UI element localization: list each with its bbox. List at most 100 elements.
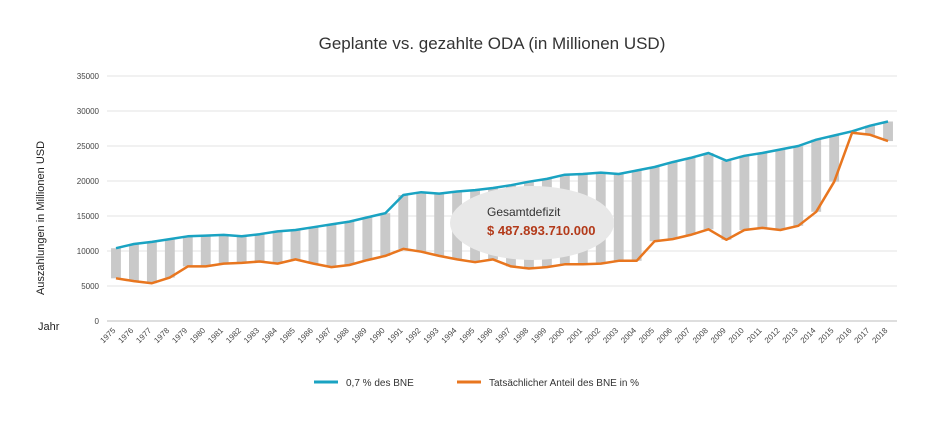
deficit-bar-1979: [182, 236, 193, 267]
y-axis-label: Auszahlungen in Millionen USD: [35, 141, 47, 295]
x-tick-label: 2011: [745, 326, 764, 345]
x-tick-label: 1976: [116, 326, 135, 345]
deficit-bar-2005: [649, 167, 660, 242]
x-tick-label: 2001: [565, 326, 584, 345]
deficit-bar-1983: [254, 234, 265, 262]
deficit-bar-1990: [380, 213, 391, 256]
y-tick-label: 20000: [77, 177, 100, 186]
x-tick-label: 1981: [206, 326, 225, 345]
y-tick-label: 5000: [81, 282, 99, 291]
x-tick-label: 2014: [799, 326, 818, 345]
deficit-bar-2004: [631, 170, 642, 261]
x-tick-label: 2016: [835, 326, 854, 345]
x-tick-label: 1997: [493, 326, 512, 345]
deficit-callout: Gesamtdefizit $ 487.893.710.000: [450, 186, 614, 260]
x-tick-labels: 1975 1976 1977 1978 1979 1980 1981 1982 1983 1984…: [98, 326, 889, 345]
deficit-bar-1975: [111, 248, 121, 279]
x-tick-label: 2004: [619, 326, 638, 345]
deficit-bar-1991: [398, 195, 409, 249]
deficit-bar-2012: [775, 149, 786, 230]
series-line-1: [115, 120, 889, 250]
deficit-bar-1993: [434, 193, 445, 256]
y-tick-label: 10000: [77, 247, 100, 256]
x-tick-label: 1985: [278, 326, 297, 345]
x-tick-label: 2003: [601, 326, 620, 345]
y-tick-label: 30000: [77, 107, 100, 116]
x-tick-label: 2008: [691, 326, 710, 345]
x-tick-label: 1980: [188, 326, 207, 345]
deficit-bar-2011: [757, 153, 768, 228]
x-tick-label: 1988: [332, 326, 351, 345]
x-tick-label: 1983: [242, 326, 261, 345]
x-tick-label: 1984: [260, 326, 279, 345]
x-tick-label: 2009: [709, 326, 728, 345]
deficit-bar-1992: [416, 192, 427, 252]
x-tick-label: 1977: [134, 326, 153, 345]
x-tick-label: 2007: [673, 326, 692, 345]
x-tick-label: 1989: [350, 326, 369, 345]
deficit-bar-2009: [721, 160, 732, 240]
deficit-bar-2003: [613, 174, 624, 261]
deficit-bar-1977: [146, 241, 157, 284]
x-tick-label: 1991: [386, 326, 405, 345]
x-tick-label: 1996: [475, 326, 494, 345]
x-tick-label: 1993: [422, 326, 441, 345]
deficit-bar-1986: [308, 227, 319, 264]
x-tick-label: 1975: [98, 326, 117, 345]
deficit-bar-1988: [344, 221, 355, 265]
x-tick-label: 1995: [458, 326, 477, 345]
x-tick-label: 2005: [637, 326, 656, 345]
y-tick-label: 35000: [77, 72, 100, 81]
deficit-bar-1980: [200, 235, 211, 267]
deficit-bar-1978: [164, 239, 175, 278]
deficit-bar-1984: [272, 231, 283, 264]
x-tick-label: 1987: [314, 326, 333, 345]
x-tick-label: 2015: [817, 326, 836, 345]
deficit-bar-2018: [883, 121, 893, 142]
legend-label-series-2: Tatsächlicher Anteil des BNE in %: [489, 378, 639, 389]
y-tick-labels: 0 5000 10000 15000 20000 25000 30000 35000: [77, 72, 100, 326]
x-tick-label: 1999: [529, 326, 548, 345]
deficit-bar-1989: [362, 217, 373, 261]
x-tick-label: 2002: [583, 326, 602, 345]
callout-value: $ 487.893.710.000: [487, 223, 595, 238]
legend-label-series-1: 0,7 % des BNE: [346, 378, 414, 389]
x-tick-label: 2010: [727, 326, 746, 345]
deficit-bar-2006: [667, 162, 678, 240]
deficit-bar-2017: [865, 125, 876, 135]
x-tick-label: 2000: [547, 326, 566, 345]
callout-title: Gesamtdefizit: [487, 205, 561, 219]
x-tick-label: 1992: [404, 326, 423, 345]
deficit-bar-1976: [128, 244, 139, 282]
deficit-bar-2010: [739, 155, 750, 230]
deficit-bar-1981: [218, 234, 229, 264]
y-tick-label: 0: [95, 317, 100, 326]
deficit-bar-1982: [236, 236, 247, 263]
deficit-bar-2015: [829, 135, 840, 182]
deficit-bar-2013: [793, 146, 804, 226]
deficit-bar-2008: [703, 153, 714, 230]
x-tick-label: 2013: [781, 326, 800, 345]
legend: 0,7 % des BNE Tatsächlicher Anteil des B…: [314, 378, 639, 389]
x-tick-label: 1979: [170, 326, 189, 345]
y-tick-label: 15000: [77, 212, 100, 221]
series-line-2: [115, 131, 889, 285]
deficit-bar-2014: [811, 139, 822, 212]
x-tick-label: 1986: [296, 326, 315, 345]
x-tick-label: 1994: [440, 326, 459, 345]
deficit-bar-1985: [290, 230, 301, 260]
deficit-bar-2007: [685, 157, 696, 235]
x-tick-label: 2006: [655, 326, 674, 345]
deficit-bar-1987: [326, 224, 337, 268]
chart-title: Geplante vs. gezahlte ODA (in Millionen …: [319, 34, 666, 53]
x-tick-label: 2017: [853, 326, 872, 345]
x-tick-label: 2018: [870, 326, 889, 345]
x-tick-label: 1990: [368, 326, 387, 345]
x-tick-label: 1982: [224, 326, 243, 345]
series-lines: [115, 120, 889, 285]
x-tick-label: 1998: [511, 326, 530, 345]
x-axis-label: Jahr: [38, 321, 60, 333]
callout-bubble: [450, 186, 614, 260]
y-tick-label: 25000: [77, 142, 100, 151]
